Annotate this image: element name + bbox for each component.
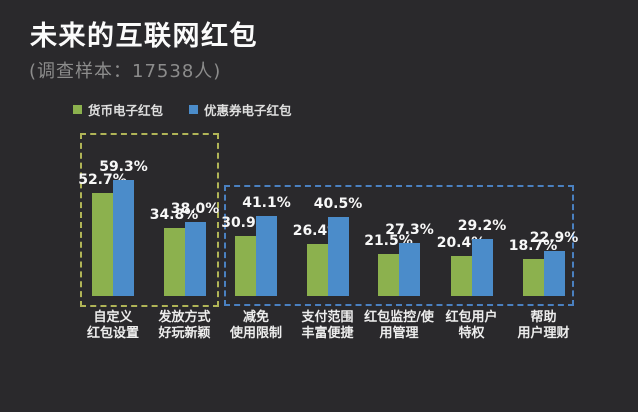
value-label-monetary-1: 34.8% — [149, 207, 199, 223]
bar-coupon-4 — [399, 243, 420, 296]
bar-monetary-1 — [163, 228, 185, 296]
value-label-coupon-3: 40.5% — [313, 196, 363, 212]
bar-monetary-6 — [522, 259, 544, 296]
bar-monetary-2 — [235, 236, 256, 296]
value-label-coupon-0: 59.3% — [99, 159, 148, 175]
dashed-box-left — [80, 133, 219, 307]
legend-label-coupon: 优惠券电子红包 — [204, 103, 292, 118]
bar-coupon-2 — [256, 216, 277, 296]
bar-coupon-3 — [327, 217, 349, 296]
value-label-coupon-2: 41.1% — [242, 195, 291, 211]
value-label-coupon-4: 27.3% — [385, 222, 434, 238]
category-label-2: 减免 使用限制 — [229, 310, 282, 341]
category-label-1: 发放方式 好玩新颖 — [158, 310, 211, 341]
bar-monetary-4 — [378, 254, 399, 296]
category-label-6: 帮助 用户理财 — [517, 310, 570, 341]
category-label-4: 红包监控/使 用管理 — [364, 310, 434, 341]
bar-monetary-5 — [450, 256, 472, 296]
bar-coupon-1 — [184, 222, 206, 296]
value-label-coupon-1: 38.0% — [170, 201, 220, 217]
page-title: 未来的互联网红包 — [30, 21, 258, 52]
legend-item-monetary: 货币电子红包 — [73, 100, 163, 119]
category-label-0: 自定义 红包设置 — [86, 310, 139, 341]
bar-monetary-0 — [92, 193, 113, 296]
legend-swatch-monetary — [73, 105, 82, 114]
dashed-box-right — [224, 185, 574, 306]
bar-coupon-6 — [543, 251, 565, 296]
category-label-5: 红包用户 特权 — [445, 310, 498, 341]
legend-label-monetary: 货币电子红包 — [88, 103, 164, 118]
legend-swatch-coupon — [189, 105, 199, 114]
sample-size-note: (调查样本：17538人) — [29, 61, 222, 82]
legend-item-coupon: 优惠券电子红包 — [189, 100, 292, 119]
category-label-3: 支付范围 丰富便捷 — [301, 310, 354, 341]
bar-monetary-3 — [306, 244, 328, 296]
bar-coupon-0 — [113, 180, 134, 296]
value-label-coupon-5: 29.2% — [457, 218, 507, 234]
chart-legend: 货币电子红包 优惠券电子红包 — [73, 100, 292, 119]
value-label-monetary-6: 18.7% — [508, 238, 558, 254]
value-label-coupon-6: 22.9% — [529, 230, 579, 246]
bar-coupon-5 — [471, 239, 493, 296]
